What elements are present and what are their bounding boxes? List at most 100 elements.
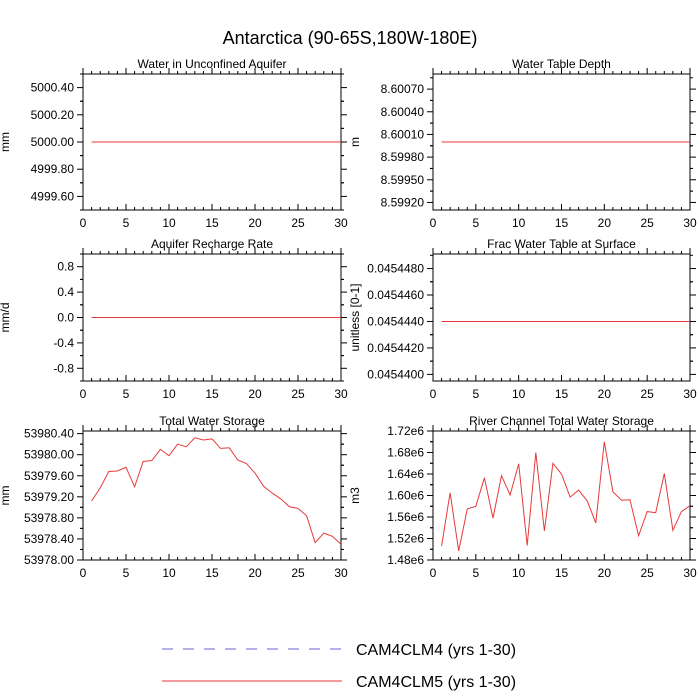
y-tick-label: 8.59950 <box>381 173 425 187</box>
y-tick-label: 53979.60 <box>24 469 74 483</box>
y-axis-label: m3 <box>348 487 362 504</box>
y-tick-label: 8.60010 <box>381 127 425 141</box>
y-tick-label: 4999.60 <box>31 189 75 203</box>
x-tick-label: 5 <box>123 566 130 580</box>
y-tick-label: 1.72e6 <box>387 424 424 438</box>
y-tick-label: 53979.20 <box>24 490 74 504</box>
panel-title: Aquifer Recharge Rate <box>151 237 273 251</box>
x-tick-label: 0 <box>80 387 87 401</box>
panel-grid: Water in Unconfined Aquifer mm 0 5 10 15 20 25 3… <box>0 57 697 580</box>
y-tick-label: 5000.00 <box>31 135 75 149</box>
y-tick-label: -0.8 <box>53 361 74 375</box>
x-tick-label: 25 <box>640 216 654 230</box>
series-line-clm5 <box>91 437 342 545</box>
x-tick-label: 25 <box>291 216 305 230</box>
x-tick-label: 5 <box>472 387 479 401</box>
plot-frame <box>432 253 691 382</box>
x-tick-label: 10 <box>162 216 176 230</box>
x-tick-label: 20 <box>248 387 262 401</box>
y-tick-label: 0.0454400 <box>367 367 424 381</box>
legend-label-clm4: CAM4CLM4 (yrs 1-30) <box>356 642 516 659</box>
x-tick-label: 15 <box>205 216 219 230</box>
x-tick-label: 10 <box>512 566 526 580</box>
x-tick-label: 5 <box>472 216 479 230</box>
x-tick-label: 10 <box>162 566 176 580</box>
series-line-clm5 <box>441 441 691 552</box>
panel-title: Water in Unconfined Aquifer <box>138 57 287 71</box>
y-tick-label: 8.60070 <box>381 82 425 96</box>
panel-aquifer-water: Water in Unconfined Aquifer mm 0 5 10 15 20 25 3… <box>0 57 348 230</box>
x-tick-label: 0 <box>430 387 437 401</box>
y-tick-label: 8.59980 <box>381 150 425 164</box>
y-axis-label: mm/d <box>0 303 12 333</box>
panel-frac-water-table: Frac Water Table at Surface unitless [0-1… <box>348 237 697 401</box>
panel-title: River Channel Total Water Storage <box>469 414 654 428</box>
x-tick-label: 20 <box>598 387 612 401</box>
x-tick-label: 0 <box>430 216 437 230</box>
x-tick-label: 15 <box>555 387 569 401</box>
panel-title: Water Table Depth <box>512 57 611 71</box>
plot-frame <box>432 430 691 561</box>
x-tick-label: 20 <box>598 216 612 230</box>
y-tick-label: 53980.40 <box>24 427 74 441</box>
y-axis-label: unitless [0-1] <box>348 283 362 351</box>
y-tick-label: 1.52e6 <box>387 532 424 546</box>
x-tick-label: 5 <box>123 216 130 230</box>
y-tick-label: 8.60040 <box>381 105 425 119</box>
x-tick-label: 30 <box>683 566 697 580</box>
legend-label-clm5: CAM4CLM5 (yrs 1-30) <box>356 674 516 691</box>
x-tick-label: 20 <box>598 566 612 580</box>
y-tick-label: 53978.00 <box>24 553 74 567</box>
y-tick-label: 53978.80 <box>24 511 74 525</box>
panel-river-channel-storage: River Channel Total Water Storage m3 0 5 10 1… <box>348 414 697 580</box>
y-tick-label: 1.64e6 <box>387 467 424 481</box>
panel-recharge-rate: Aquifer Recharge Rate mm/d 0 5 10 15 20 25 30 -0.… <box>0 237 348 401</box>
x-tick-label: 15 <box>205 387 219 401</box>
page-title: Antarctica (90-65S,180W-180E) <box>223 28 478 48</box>
x-tick-label: 0 <box>80 216 87 230</box>
x-tick-label: 10 <box>512 387 526 401</box>
panel-title: Total Water Storage <box>159 414 265 428</box>
y-axis-label: mm <box>0 132 12 152</box>
x-tick-label: 15 <box>555 566 569 580</box>
x-tick-label: 0 <box>80 566 87 580</box>
x-tick-label: 5 <box>472 566 479 580</box>
x-tick-label: 25 <box>640 387 654 401</box>
x-tick-label: 5 <box>123 387 130 401</box>
x-tick-label: 20 <box>248 566 262 580</box>
y-axis-label: mm <box>0 486 12 506</box>
y-tick-label: 0.0454460 <box>367 288 424 302</box>
y-tick-label: 0.0454420 <box>367 341 424 355</box>
x-tick-label: 30 <box>334 387 348 401</box>
x-tick-label: 25 <box>291 566 305 580</box>
y-tick-label: 0.4 <box>57 285 74 299</box>
y-tick-label: 5000.40 <box>31 81 75 95</box>
x-tick-label: 25 <box>640 566 654 580</box>
x-tick-label: 20 <box>248 216 262 230</box>
y-tick-label: -0.4 <box>53 336 74 350</box>
y-tick-label: 1.60e6 <box>387 489 424 503</box>
y-tick-label: 1.56e6 <box>387 510 424 524</box>
panel-water-table-depth: Water Table Depth m 0 5 10 15 20 25 30 8.59920 8.5… <box>348 57 697 230</box>
y-tick-label: 4999.80 <box>31 162 75 176</box>
y-tick-label: 0.0 <box>57 311 74 325</box>
y-tick-label: 0.8 <box>57 260 74 274</box>
y-tick-label: 8.59920 <box>381 195 425 209</box>
y-tick-label: 53980.00 <box>24 448 74 462</box>
x-tick-label: 30 <box>334 216 348 230</box>
x-tick-label: 10 <box>512 216 526 230</box>
y-tick-label: 5000.20 <box>31 108 75 122</box>
x-tick-label: 10 <box>162 387 176 401</box>
x-tick-label: 30 <box>683 216 697 230</box>
legend: CAM4CLM4 (yrs 1-30) CAM4CLM5 (yrs 1-30) <box>162 642 516 691</box>
x-tick-label: 15 <box>205 566 219 580</box>
panel-title: Frac Water Table at Surface <box>487 237 636 251</box>
x-tick-label: 25 <box>291 387 305 401</box>
x-tick-label: 0 <box>430 566 437 580</box>
y-tick-label: 53978.40 <box>24 532 74 546</box>
y-tick-label: 0.0454480 <box>367 262 424 276</box>
y-tick-label: 0.0454440 <box>367 314 424 328</box>
y-tick-label: 1.48e6 <box>387 553 424 567</box>
plot-frame <box>82 430 342 561</box>
